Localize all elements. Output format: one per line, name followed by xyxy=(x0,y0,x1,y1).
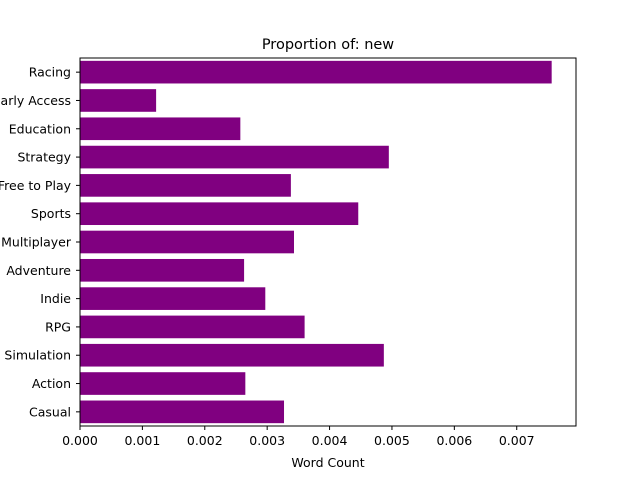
bar-action xyxy=(80,372,246,395)
y-tick-label: Multiplayer xyxy=(1,235,72,250)
y-tick-label: RPG xyxy=(45,319,71,334)
y-tick-label: Education xyxy=(9,121,71,136)
bar-indie xyxy=(80,287,266,310)
x-tick-label: 0.003 xyxy=(249,433,285,448)
bar-racing xyxy=(80,60,552,84)
bar-casual xyxy=(80,400,285,424)
x-tick-label: 0.001 xyxy=(124,433,160,448)
x-tick-label: 0.007 xyxy=(499,433,535,448)
x-tick-label: 0.005 xyxy=(374,433,410,448)
x-axis-ticks: 0.000 0.001 0.002 0.003 0.004 0.005 0.006 0.007 xyxy=(62,426,535,448)
bar-free-to-play xyxy=(80,174,291,197)
bar-simulation xyxy=(80,343,384,367)
y-tick-label: Racing xyxy=(29,65,71,80)
bar-early-access xyxy=(80,89,157,112)
x-axis-label: Word Count xyxy=(291,455,364,470)
bar-strategy xyxy=(80,145,389,169)
bar-sports xyxy=(80,202,359,226)
chart-title: Proportion of: new xyxy=(262,37,394,53)
bar-adventure xyxy=(80,258,245,282)
y-tick-label: Casual xyxy=(29,404,71,419)
bar-education xyxy=(80,117,241,141)
y-tick-label: Action xyxy=(32,376,71,391)
x-tick-label: 0.002 xyxy=(187,433,223,448)
y-tick-label: Early Access xyxy=(0,93,71,108)
bars-group xyxy=(80,60,552,424)
plot-frame xyxy=(79,57,577,427)
bar-multiplayer xyxy=(80,230,294,254)
y-tick-label: Indie xyxy=(40,291,71,306)
bar-rpg xyxy=(80,315,305,339)
y-tick-label: Sports xyxy=(31,206,71,221)
y-tick-label: Adventure xyxy=(6,263,71,278)
x-tick-label: 0.006 xyxy=(436,433,472,448)
x-tick-label: 0.004 xyxy=(312,433,348,448)
y-axis-ticks: Racing Early Access Education Strategy Free … xyxy=(0,65,80,419)
x-tick-label: 0.000 xyxy=(62,433,98,448)
y-tick-label: Free to Play xyxy=(0,178,72,193)
y-tick-label: Simulation xyxy=(4,348,71,363)
y-tick-label: Strategy xyxy=(17,150,71,165)
